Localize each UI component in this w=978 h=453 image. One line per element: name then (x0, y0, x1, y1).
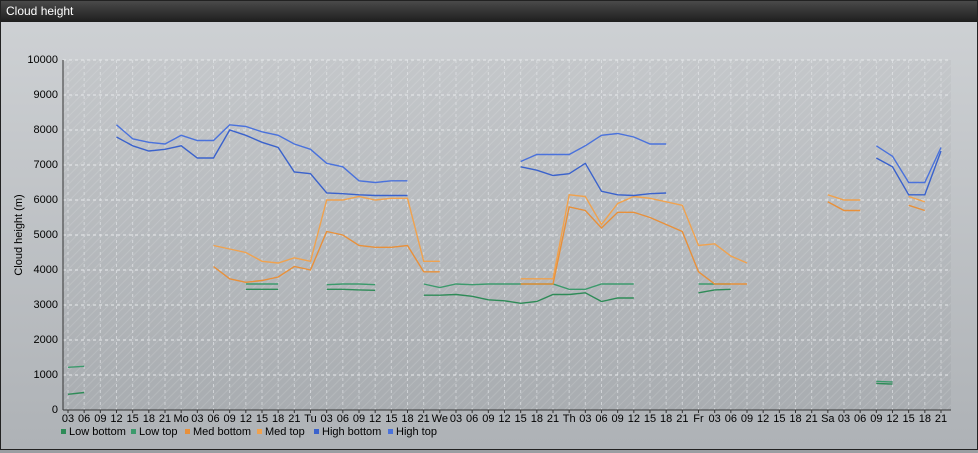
x-tick-label: Tu (304, 413, 316, 425)
series-line (213, 201, 926, 285)
x-tick-label: 21 (288, 413, 300, 425)
x-tick-label: 15 (256, 413, 268, 425)
x-tick-label: 18 (272, 413, 284, 425)
x-tick-label: 12 (240, 413, 252, 425)
y-axis-label: Cloud height (m) (13, 194, 25, 275)
y-tick-label: 1000 (34, 369, 58, 381)
x-tick-label: 21 (159, 413, 171, 425)
legend-label: Med bottom (193, 426, 251, 438)
x-tick-label: 09 (353, 413, 365, 425)
x-tick-label: 15 (127, 413, 139, 425)
x-tick-label: 18 (660, 413, 672, 425)
y-tick-label: 5000 (34, 229, 58, 241)
x-tick-label: 15 (903, 413, 915, 425)
y-tick-label: 9000 (34, 89, 58, 101)
x-tick-label: 15 (773, 413, 785, 425)
x-tick-label: 06 (466, 413, 478, 425)
y-tick-label: 2000 (34, 334, 58, 346)
x-tick-label: 06 (854, 413, 866, 425)
x-tick-label: 21 (676, 413, 688, 425)
x-tick-label: 09 (482, 413, 494, 425)
x-tick-label: 12 (628, 413, 640, 425)
x-tick-label: 12 (369, 413, 381, 425)
x-tick-label: 15 (385, 413, 397, 425)
series-line (213, 194, 926, 280)
y-tick-label: 6000 (34, 194, 58, 206)
x-tick-label: 03 (450, 413, 462, 425)
legend-label: Low bottom (69, 426, 126, 438)
x-tick-label: 06 (207, 413, 219, 425)
x-tick-label: 03 (191, 413, 203, 425)
legend-swatch (131, 429, 136, 434)
x-tick-label: 03 (838, 413, 850, 425)
legend-swatch (257, 429, 262, 434)
legend-swatch (388, 429, 393, 434)
x-tick-label: 03 (579, 413, 591, 425)
x-tick-label: Sa (821, 413, 835, 425)
y-tick-label: 7000 (34, 159, 58, 171)
series-line (116, 129, 942, 197)
x-tick-label: 15 (515, 413, 527, 425)
legend-swatch (314, 429, 319, 434)
legend-swatch (185, 429, 190, 434)
x-tick-label: 21 (935, 413, 947, 425)
x-tick-label: 03 (62, 413, 74, 425)
x-tick-label: 09 (224, 413, 236, 425)
x-tick-label: 18 (401, 413, 413, 425)
series-line (67, 288, 893, 395)
legend-label: High top (396, 426, 437, 438)
y-tick-label: 8000 (34, 124, 58, 136)
x-tick-label: 06 (337, 413, 349, 425)
chart: Cloud height (m) 0 1000 2000 3000 4000 5000 60… (13, 54, 951, 438)
x-tick-label: 03 (321, 413, 333, 425)
legend-label: High bottom (322, 426, 381, 438)
window-title: Cloud height (1, 1, 977, 22)
x-tick-label: 12 (498, 413, 510, 425)
x-tick-label: 12 (757, 413, 769, 425)
x-tick-label: 09 (612, 413, 624, 425)
x-tick-label: 18 (531, 413, 543, 425)
x-tick-label: 06 (725, 413, 737, 425)
y-tick-label: 3000 (34, 299, 58, 311)
legend-label: Low top (139, 426, 178, 438)
x-tick-label: 15 (644, 413, 656, 425)
x-tick-label: 12 (110, 413, 122, 425)
x-tick-label: 09 (741, 413, 753, 425)
x-tick-label: 06 (595, 413, 607, 425)
x-tick-label: 06 (78, 413, 90, 425)
x-tick-label: 21 (547, 413, 559, 425)
legend-swatch (61, 429, 66, 434)
x-tick-label: 21 (806, 413, 818, 425)
x-tick-label: Mo (174, 413, 189, 425)
y-tick-label: 4000 (34, 264, 58, 276)
x-tick-label: 12 (886, 413, 898, 425)
x-tick-label: We (432, 413, 448, 425)
x-tick-label: 03 (709, 413, 721, 425)
x-tick-label: 09 (94, 413, 106, 425)
y-tick-label: 0 (52, 404, 58, 416)
x-tick-label: 21 (418, 413, 430, 425)
x-tick-label: 18 (143, 413, 155, 425)
x-tick-label: 09 (870, 413, 882, 425)
legend-label: Med top (265, 426, 305, 438)
x-tick-label: Th (563, 413, 576, 425)
x-tick-label: 18 (789, 413, 801, 425)
x-tick-label: Fr (693, 413, 704, 425)
series-line (116, 124, 942, 184)
x-tick-label: 18 (919, 413, 931, 425)
y-tick-label: 10000 (27, 54, 58, 66)
